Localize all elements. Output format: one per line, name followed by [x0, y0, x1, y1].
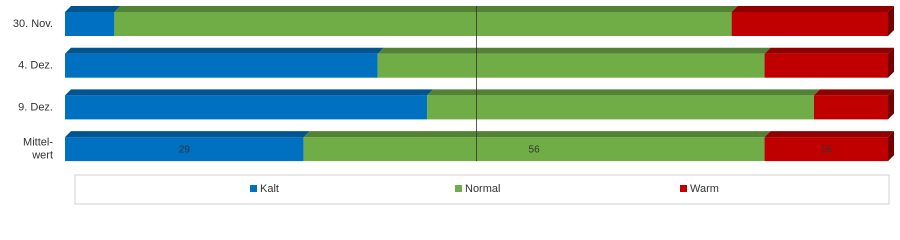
bar-segment	[764, 47, 894, 78]
bar-segment	[731, 6, 894, 36]
bar	[65, 95, 428, 120]
bar-top	[731, 6, 894, 12]
bar-side	[888, 89, 894, 120]
y-tick-label: Mittel-wert	[23, 137, 53, 162]
y-tick-label: 4. Dez.	[18, 60, 53, 72]
legend-label: Warm	[690, 183, 719, 195]
bar-top	[764, 47, 894, 54]
y-tick-label: 9. Dez.	[18, 101, 53, 113]
bar	[427, 95, 814, 120]
legend-box	[74, 174, 890, 205]
bar	[731, 12, 888, 36]
legend-swatch	[455, 185, 462, 192]
y-tick-label-line: 9. Dez.	[18, 101, 53, 113]
bar	[65, 53, 378, 78]
legend-label: Kalt	[260, 183, 279, 195]
bar-side	[888, 6, 894, 36]
bar-segment	[764, 131, 894, 162]
bar-segment	[65, 6, 121, 36]
bar	[377, 53, 765, 78]
bar-top	[65, 89, 434, 96]
bar-top	[427, 89, 820, 96]
bar-side	[888, 131, 894, 162]
bar-segment	[65, 89, 434, 120]
bar-segment	[813, 89, 894, 120]
y-tick-label-line: wert	[31, 150, 53, 162]
bar-top	[377, 47, 771, 54]
bar	[65, 137, 304, 162]
bar-segment	[303, 131, 771, 162]
bar-segment	[377, 47, 771, 78]
bar-side	[888, 47, 894, 78]
y-tick-label: 30. Nov.	[13, 18, 53, 30]
bar	[764, 53, 888, 78]
y-tick-label-line: Mittel-	[23, 137, 53, 149]
bar	[303, 137, 765, 162]
bar-top	[813, 89, 894, 96]
chart: 30. Nov. 4. Dez. 9. Dez. Mittel-wert 29 56 15 K…	[13, 6, 894, 205]
bar-segment	[65, 131, 310, 162]
bar	[813, 95, 888, 120]
bar-top	[764, 131, 894, 138]
y-tick-label-line: 30. Nov.	[13, 18, 53, 30]
bar-segment	[427, 89, 820, 120]
data-label: 29	[179, 145, 191, 156]
legend-swatch	[680, 185, 687, 192]
bar	[65, 12, 115, 36]
data-label: 15	[821, 145, 833, 156]
bar-top	[65, 6, 121, 12]
bar-top	[65, 131, 310, 138]
legend-label: Normal	[465, 183, 500, 195]
bar-top	[114, 6, 738, 12]
bar	[114, 12, 732, 36]
bar-segment	[114, 6, 738, 36]
y-tick-label-line: 4. Dez.	[18, 60, 53, 72]
legend-swatch	[250, 185, 257, 192]
data-label: 56	[529, 145, 541, 156]
bar-top	[65, 47, 384, 54]
bar	[764, 137, 888, 162]
bar-segment	[65, 47, 384, 78]
bar-top	[303, 131, 771, 138]
